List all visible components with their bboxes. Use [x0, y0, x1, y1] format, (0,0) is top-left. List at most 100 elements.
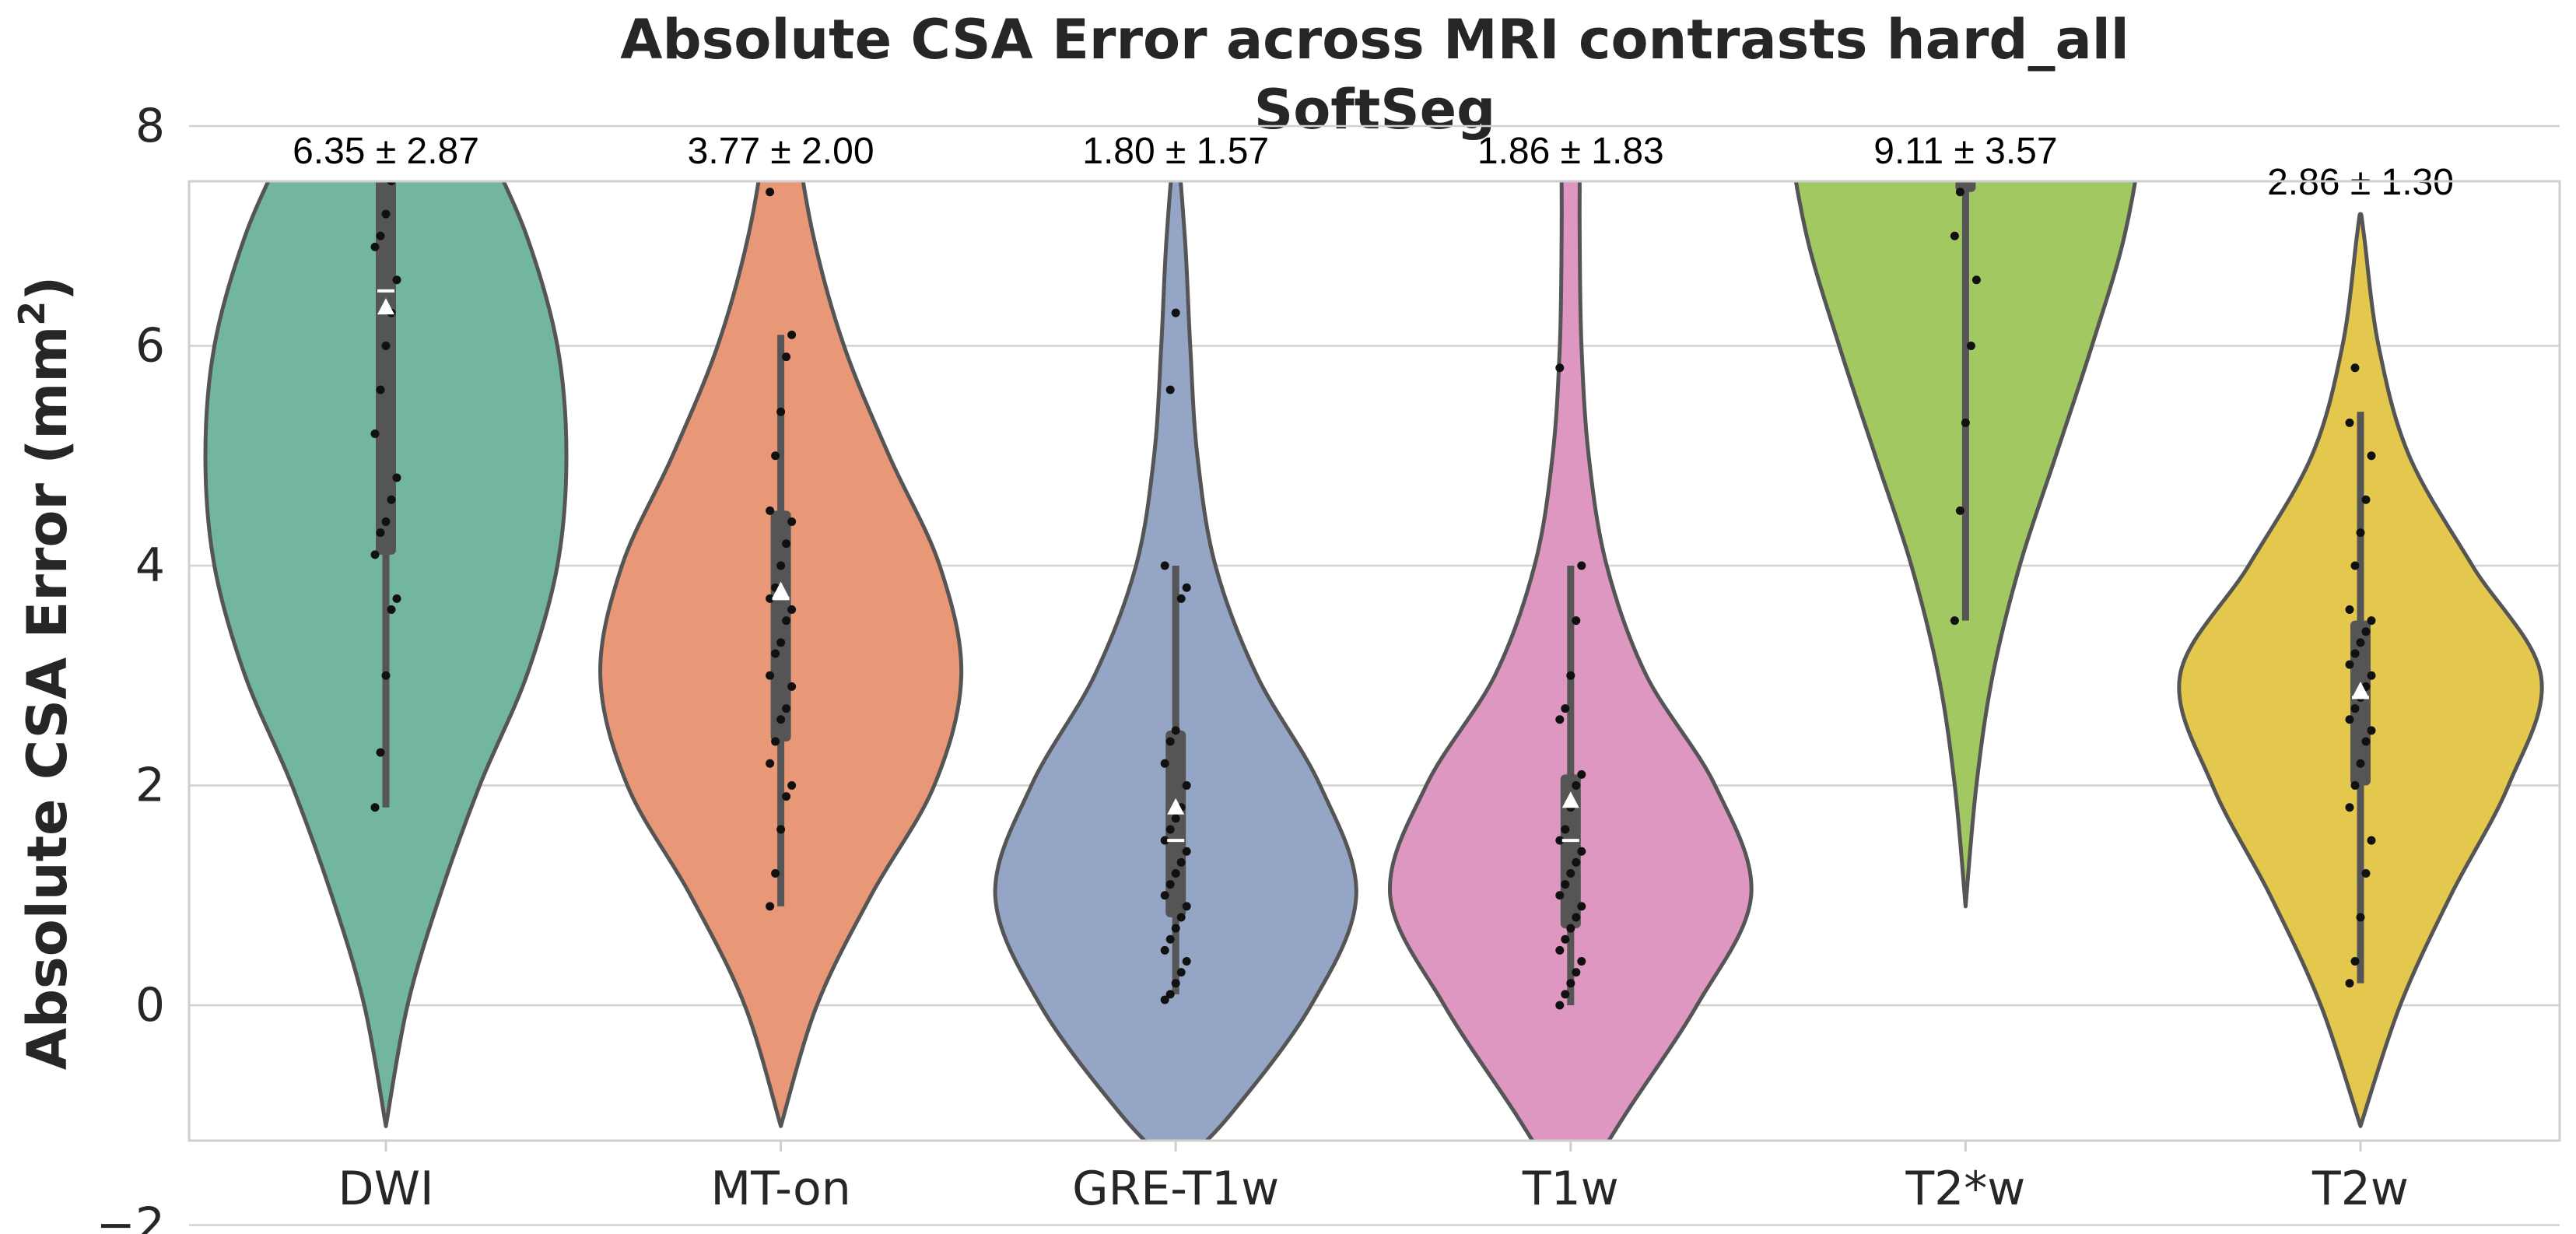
chart-title: Absolute CSA Error across MRI contrasts …: [620, 8, 2129, 72]
y-tick-label: 0: [135, 978, 165, 1032]
data-point: [2350, 781, 2360, 790]
data-point: [1182, 583, 1191, 592]
data-point: [1171, 924, 1180, 933]
data-point: [1555, 715, 1565, 724]
data-point: [2367, 616, 2376, 626]
data-point: [381, 671, 391, 680]
data-point: [1160, 561, 1169, 570]
data-point: [387, 495, 396, 504]
data-point: [2345, 660, 2354, 669]
x-tick-label: MT-on: [710, 1162, 850, 1216]
mean-marker: [2352, 682, 2369, 699]
data-point: [1572, 968, 1581, 977]
data-point: [1160, 759, 1169, 768]
x-tick-label: T2*w: [1905, 1162, 2025, 1216]
data-point: [1961, 418, 1970, 427]
data-point: [787, 682, 797, 691]
data-point: [1561, 990, 1570, 999]
data-point: [1165, 385, 1175, 394]
y-tick-label: 6: [135, 319, 165, 373]
data-point: [1182, 957, 1191, 966]
data-point: [776, 715, 786, 724]
data-point: [2361, 495, 2371, 504]
x-tick-label: T2w: [2311, 1162, 2409, 1216]
data-point: [787, 517, 797, 526]
x-axis-ticks: DWI MT-on GRE-T1w T1w T2*w T2w: [338, 1141, 2409, 1216]
data-point: [1555, 363, 1565, 373]
data-point: [1165, 934, 1175, 944]
y-tick-label: 2: [135, 759, 165, 813]
data-point: [1160, 945, 1169, 955]
data-point: [2367, 726, 2376, 735]
y-axis-label-text: Absolute CSA Error (mm: [16, 326, 79, 1071]
data-point: [1572, 913, 1581, 922]
data-point: [766, 902, 775, 911]
x-tick-label: GRE-T1w: [1072, 1162, 1279, 1216]
mean-sd-label: 1.80 ± 1.57: [1082, 131, 1269, 172]
y-axis-label-close: ): [16, 276, 79, 301]
data-point: [2367, 671, 2376, 680]
data-point: [1176, 857, 1186, 867]
data-point: [1165, 825, 1175, 834]
data-point: [782, 704, 791, 713]
data-point: [766, 188, 775, 197]
data-point: [1566, 869, 1575, 878]
data-point: [2345, 979, 2354, 988]
data-point: [1171, 869, 1180, 878]
data-point: [2350, 704, 2360, 713]
x-tick-label: T1w: [1522, 1162, 1619, 1216]
data-point: [2356, 638, 2365, 647]
data-point: [1966, 342, 1975, 350]
data-point: [1176, 968, 1186, 977]
data-point: [766, 759, 775, 768]
data-point: [2350, 649, 2360, 658]
data-point: [1566, 924, 1575, 933]
data-point: [2361, 737, 2371, 746]
violin-dwi: [203, 181, 569, 1128]
data-point: [2345, 418, 2354, 427]
data-point: [376, 528, 385, 538]
data-point: [392, 473, 401, 482]
data-point: [1577, 902, 1586, 911]
data-point: [2367, 451, 2376, 461]
y-axis-label: Absolute CSA Error (mm2): [11, 276, 79, 1071]
data-point: [1561, 825, 1570, 834]
data-point: [2356, 913, 2365, 922]
y-tick-label: −2: [96, 1198, 165, 1234]
data-point: [776, 638, 786, 647]
data-point: [1572, 857, 1581, 867]
violins: [203, 181, 2544, 1141]
data-point: [376, 385, 385, 394]
mean-sd-annotations: 6.35 ± 2.87 3.77 ± 2.00 1.80 ± 1.57 1.86 ± …: [293, 131, 2454, 203]
data-point: [787, 781, 797, 790]
data-point: [1165, 880, 1175, 889]
mean-marker: [772, 581, 790, 598]
data-point: [1555, 1001, 1565, 1010]
data-point: [2345, 715, 2354, 724]
data-point: [2367, 836, 2376, 845]
data-point: [1561, 934, 1570, 944]
data-point: [2356, 528, 2365, 538]
data-point: [2345, 605, 2354, 614]
data-point: [1165, 990, 1175, 999]
data-point: [1555, 945, 1565, 955]
data-point: [2356, 759, 2365, 768]
data-point: [2350, 363, 2360, 373]
data-point: [1555, 836, 1565, 845]
data-point: [766, 594, 775, 603]
data-point: [370, 429, 380, 438]
mean-marker: [1561, 791, 1579, 808]
data-point: [370, 803, 380, 812]
data-point: [381, 342, 391, 350]
data-point: [782, 352, 791, 362]
data-point: [370, 550, 380, 559]
violin-mt-on: [598, 181, 964, 1128]
data-point: [1561, 704, 1570, 713]
data-point: [2350, 957, 2360, 966]
data-point: [1955, 188, 1964, 197]
data-point: [1577, 847, 1586, 856]
data-point: [1950, 231, 1959, 240]
data-point: [2361, 627, 2371, 636]
data-point: [1182, 781, 1191, 790]
mean-marker: [1167, 798, 1185, 815]
